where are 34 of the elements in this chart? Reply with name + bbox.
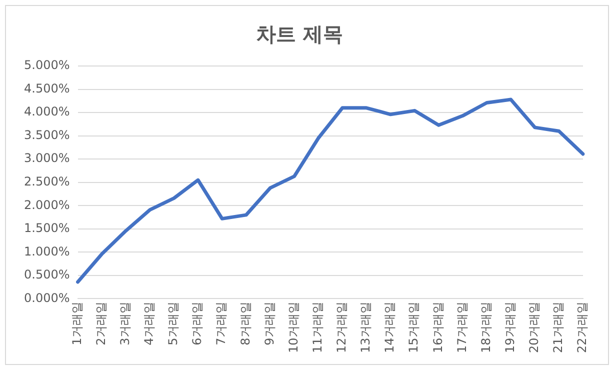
y-tick-label: 4.000% xyxy=(24,104,70,119)
x-tick-label: 10거래일 xyxy=(286,302,300,354)
x-tick-label: 5거래일 xyxy=(166,302,180,346)
y-tick-label: 2.000% xyxy=(24,198,70,212)
y-tick-label: 4.500% xyxy=(24,81,70,96)
y-tick-label: 3.000% xyxy=(24,151,70,166)
x-tick-label: 8거래일 xyxy=(238,302,252,346)
x-tick-label: 1거래일 xyxy=(70,302,84,346)
x-tick-label: 9거래일 xyxy=(262,302,276,346)
x-tick-label: 11거래일 xyxy=(310,302,324,354)
x-tick-label: 6거래일 xyxy=(190,302,204,346)
x-tick-label: 16거래일 xyxy=(430,302,445,354)
x-tick-label: 2거래일 xyxy=(94,302,108,346)
x-tick-label: 3거래일 xyxy=(118,302,132,346)
x-tick-label: 14거래일 xyxy=(382,302,397,354)
x-tick-label: 20거래일 xyxy=(527,302,542,354)
y-tick-label: 5.000% xyxy=(24,58,70,72)
x-tick-label: 4거래일 xyxy=(142,302,156,346)
y-tick-label: 1.500% xyxy=(24,221,70,236)
x-tick-label: 7거래일 xyxy=(214,302,228,346)
y-tick-label: 0.000% xyxy=(24,290,70,305)
y-tick-label: 3.500% xyxy=(24,128,70,142)
y-tick-label: 0.500% xyxy=(24,268,70,282)
x-tick-label: 12거래일 xyxy=(334,302,349,354)
x-tick-label: 13거래일 xyxy=(358,302,373,354)
y-tick-label: 1.000% xyxy=(24,244,70,258)
y-tick-label: 2.500% xyxy=(24,174,70,188)
x-tick-label: 17거래일 xyxy=(454,302,469,354)
x-tick-label: 19거래일 xyxy=(502,302,517,354)
x-tick-label: 21거래일 xyxy=(551,302,566,354)
x-tick-label: 22거래일 xyxy=(575,302,590,354)
chart-title: 차트 제목 xyxy=(256,22,343,46)
x-tick-label: 15거래일 xyxy=(406,302,421,354)
x-tick-label: 18거래일 xyxy=(478,302,493,354)
